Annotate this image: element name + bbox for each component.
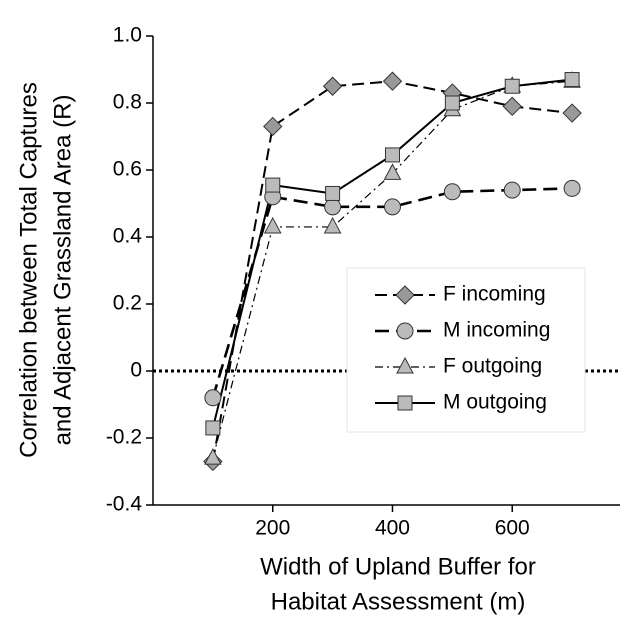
data-point — [324, 198, 342, 216]
y-axis-label: Correlation between Total Captures — [15, 82, 42, 458]
data-point — [564, 72, 580, 88]
y-tick-label: -0.2 — [106, 426, 142, 449]
x-tick-label: 600 — [495, 517, 530, 540]
data-point — [205, 420, 221, 436]
data-point — [204, 448, 222, 465]
legend-marker — [396, 322, 414, 340]
data-point — [384, 147, 400, 163]
legend-label: M incoming — [443, 319, 550, 342]
legend-marker — [396, 356, 414, 374]
x-axis-label: Width of Upland Buffer for — [260, 553, 536, 580]
y-tick-label: 0.6 — [113, 158, 142, 181]
data-point — [502, 96, 522, 117]
data-point — [504, 78, 520, 94]
legend-label: F incoming — [443, 283, 546, 306]
legend-label: F outgoing — [443, 355, 542, 378]
legend-marker — [397, 395, 413, 411]
y-axis-label: and Adjacent Grassland Area (R) — [49, 95, 76, 446]
data-point — [443, 183, 461, 201]
data-point — [444, 95, 460, 111]
data-point — [503, 181, 521, 199]
y-tick-label: 0.4 — [113, 225, 143, 248]
data-point — [263, 116, 283, 137]
y-tick-label: 0 — [130, 359, 142, 382]
x-tick-label: 400 — [375, 517, 410, 540]
y-tick-label: 0.2 — [113, 292, 142, 315]
legend-marker — [395, 285, 415, 305]
legend-label: M outgoing — [443, 391, 547, 414]
y-tick-label: 1.0 — [113, 24, 142, 47]
data-point — [323, 216, 342, 234]
data-point — [204, 389, 222, 407]
data-point — [383, 163, 402, 180]
y-tick-label: -0.4 — [106, 493, 143, 516]
data-point — [562, 103, 582, 123]
x-tick-label: 200 — [255, 517, 290, 540]
data-point — [382, 71, 403, 91]
data-point — [265, 177, 281, 193]
x-axis-label: Habitat Assessment (m) — [271, 588, 526, 615]
data-point — [563, 179, 581, 197]
data-point — [322, 76, 343, 96]
data-point — [325, 185, 341, 201]
y-tick-label: 0.8 — [113, 91, 142, 114]
data-point — [383, 198, 401, 216]
data-point — [263, 216, 282, 234]
